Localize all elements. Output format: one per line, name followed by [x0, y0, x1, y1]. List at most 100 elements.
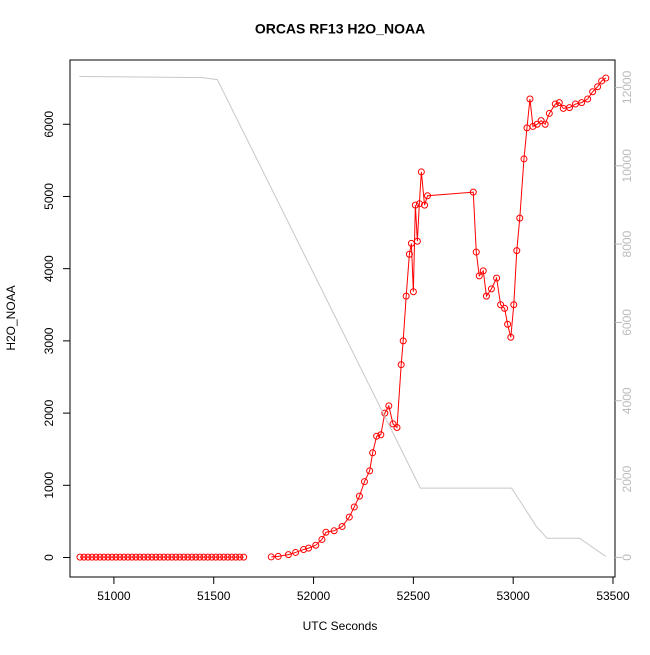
point — [164, 553, 172, 561]
point — [551, 100, 559, 108]
point — [204, 553, 212, 561]
point — [411, 201, 419, 209]
point — [152, 553, 160, 561]
series-line — [79, 75, 607, 557]
point — [355, 492, 363, 500]
point — [284, 551, 292, 559]
point — [402, 292, 410, 300]
point — [555, 99, 563, 107]
y-tick-label: 2000 — [42, 399, 56, 426]
point — [565, 104, 573, 112]
point — [529, 122, 537, 130]
point — [584, 95, 592, 103]
point — [424, 192, 432, 200]
point — [405, 250, 413, 258]
y2-tick-label: 8000 — [620, 230, 634, 257]
point — [188, 553, 196, 561]
point — [80, 553, 88, 561]
point — [136, 553, 144, 561]
point — [413, 237, 421, 245]
point — [104, 553, 112, 561]
point — [360, 478, 368, 486]
plot-box — [69, 59, 616, 578]
y-axis-label: H2O_NOAA — [4, 285, 18, 350]
y2-tick-label: 0 — [620, 554, 634, 561]
point — [216, 553, 224, 561]
point — [312, 541, 320, 549]
x-tick-label: 53500 — [596, 589, 630, 603]
point — [602, 74, 610, 82]
point — [156, 553, 164, 561]
point — [128, 553, 136, 561]
y-tick-label: 3000 — [42, 327, 56, 354]
point — [180, 553, 188, 561]
point — [96, 553, 104, 561]
point — [88, 553, 96, 561]
point — [507, 333, 515, 341]
y-tick-label: 1000 — [42, 472, 56, 499]
y2-tick-label: 12000 — [620, 70, 634, 104]
point — [526, 95, 534, 103]
point — [100, 553, 108, 561]
point — [415, 200, 423, 208]
point — [148, 553, 156, 561]
point — [366, 467, 374, 475]
point — [385, 402, 393, 410]
x-tick-label: 51000 — [97, 589, 131, 603]
x-tick-label: 53000 — [496, 589, 530, 603]
point — [487, 285, 495, 293]
point — [274, 552, 282, 560]
point — [232, 553, 240, 561]
chart-title: ORCAS RF13 H2O_NOAA — [255, 21, 425, 37]
point — [472, 248, 480, 256]
point — [228, 553, 236, 561]
point — [160, 553, 168, 561]
point — [330, 527, 338, 535]
point — [300, 546, 308, 554]
point — [397, 361, 405, 369]
point — [545, 109, 553, 117]
x-axis-label: UTC Seconds — [303, 619, 378, 633]
point — [504, 320, 512, 328]
point — [421, 201, 429, 209]
point — [168, 553, 176, 561]
point — [176, 553, 184, 561]
point — [305, 544, 313, 552]
point — [84, 553, 92, 561]
point — [144, 553, 152, 561]
point — [120, 553, 128, 561]
point — [537, 117, 545, 125]
point — [350, 503, 358, 511]
point — [482, 292, 490, 300]
y2-tick-label: 10000 — [620, 149, 634, 183]
point — [409, 288, 417, 296]
point — [493, 274, 501, 282]
y2-tick-label: 6000 — [620, 309, 634, 336]
point — [501, 304, 509, 312]
y-tick-label: 5000 — [42, 183, 56, 210]
series-line — [271, 77, 607, 558]
point — [208, 553, 216, 561]
point — [594, 83, 602, 91]
point — [116, 553, 124, 561]
x-tick-label: 51500 — [197, 589, 231, 603]
point — [196, 553, 204, 561]
y2-tick-label: 4000 — [620, 387, 634, 414]
y-tick-label: 6000 — [42, 111, 56, 138]
y-tick-label: 0 — [42, 554, 56, 561]
point — [224, 553, 232, 561]
point — [236, 553, 244, 561]
point — [571, 100, 579, 108]
point — [399, 337, 407, 345]
point — [140, 553, 148, 561]
point — [345, 513, 353, 521]
point — [108, 553, 116, 561]
x-tick-label: 52500 — [397, 589, 431, 603]
point — [220, 553, 228, 561]
point — [318, 535, 326, 543]
point — [393, 424, 401, 432]
point — [92, 553, 100, 561]
point — [513, 247, 521, 255]
